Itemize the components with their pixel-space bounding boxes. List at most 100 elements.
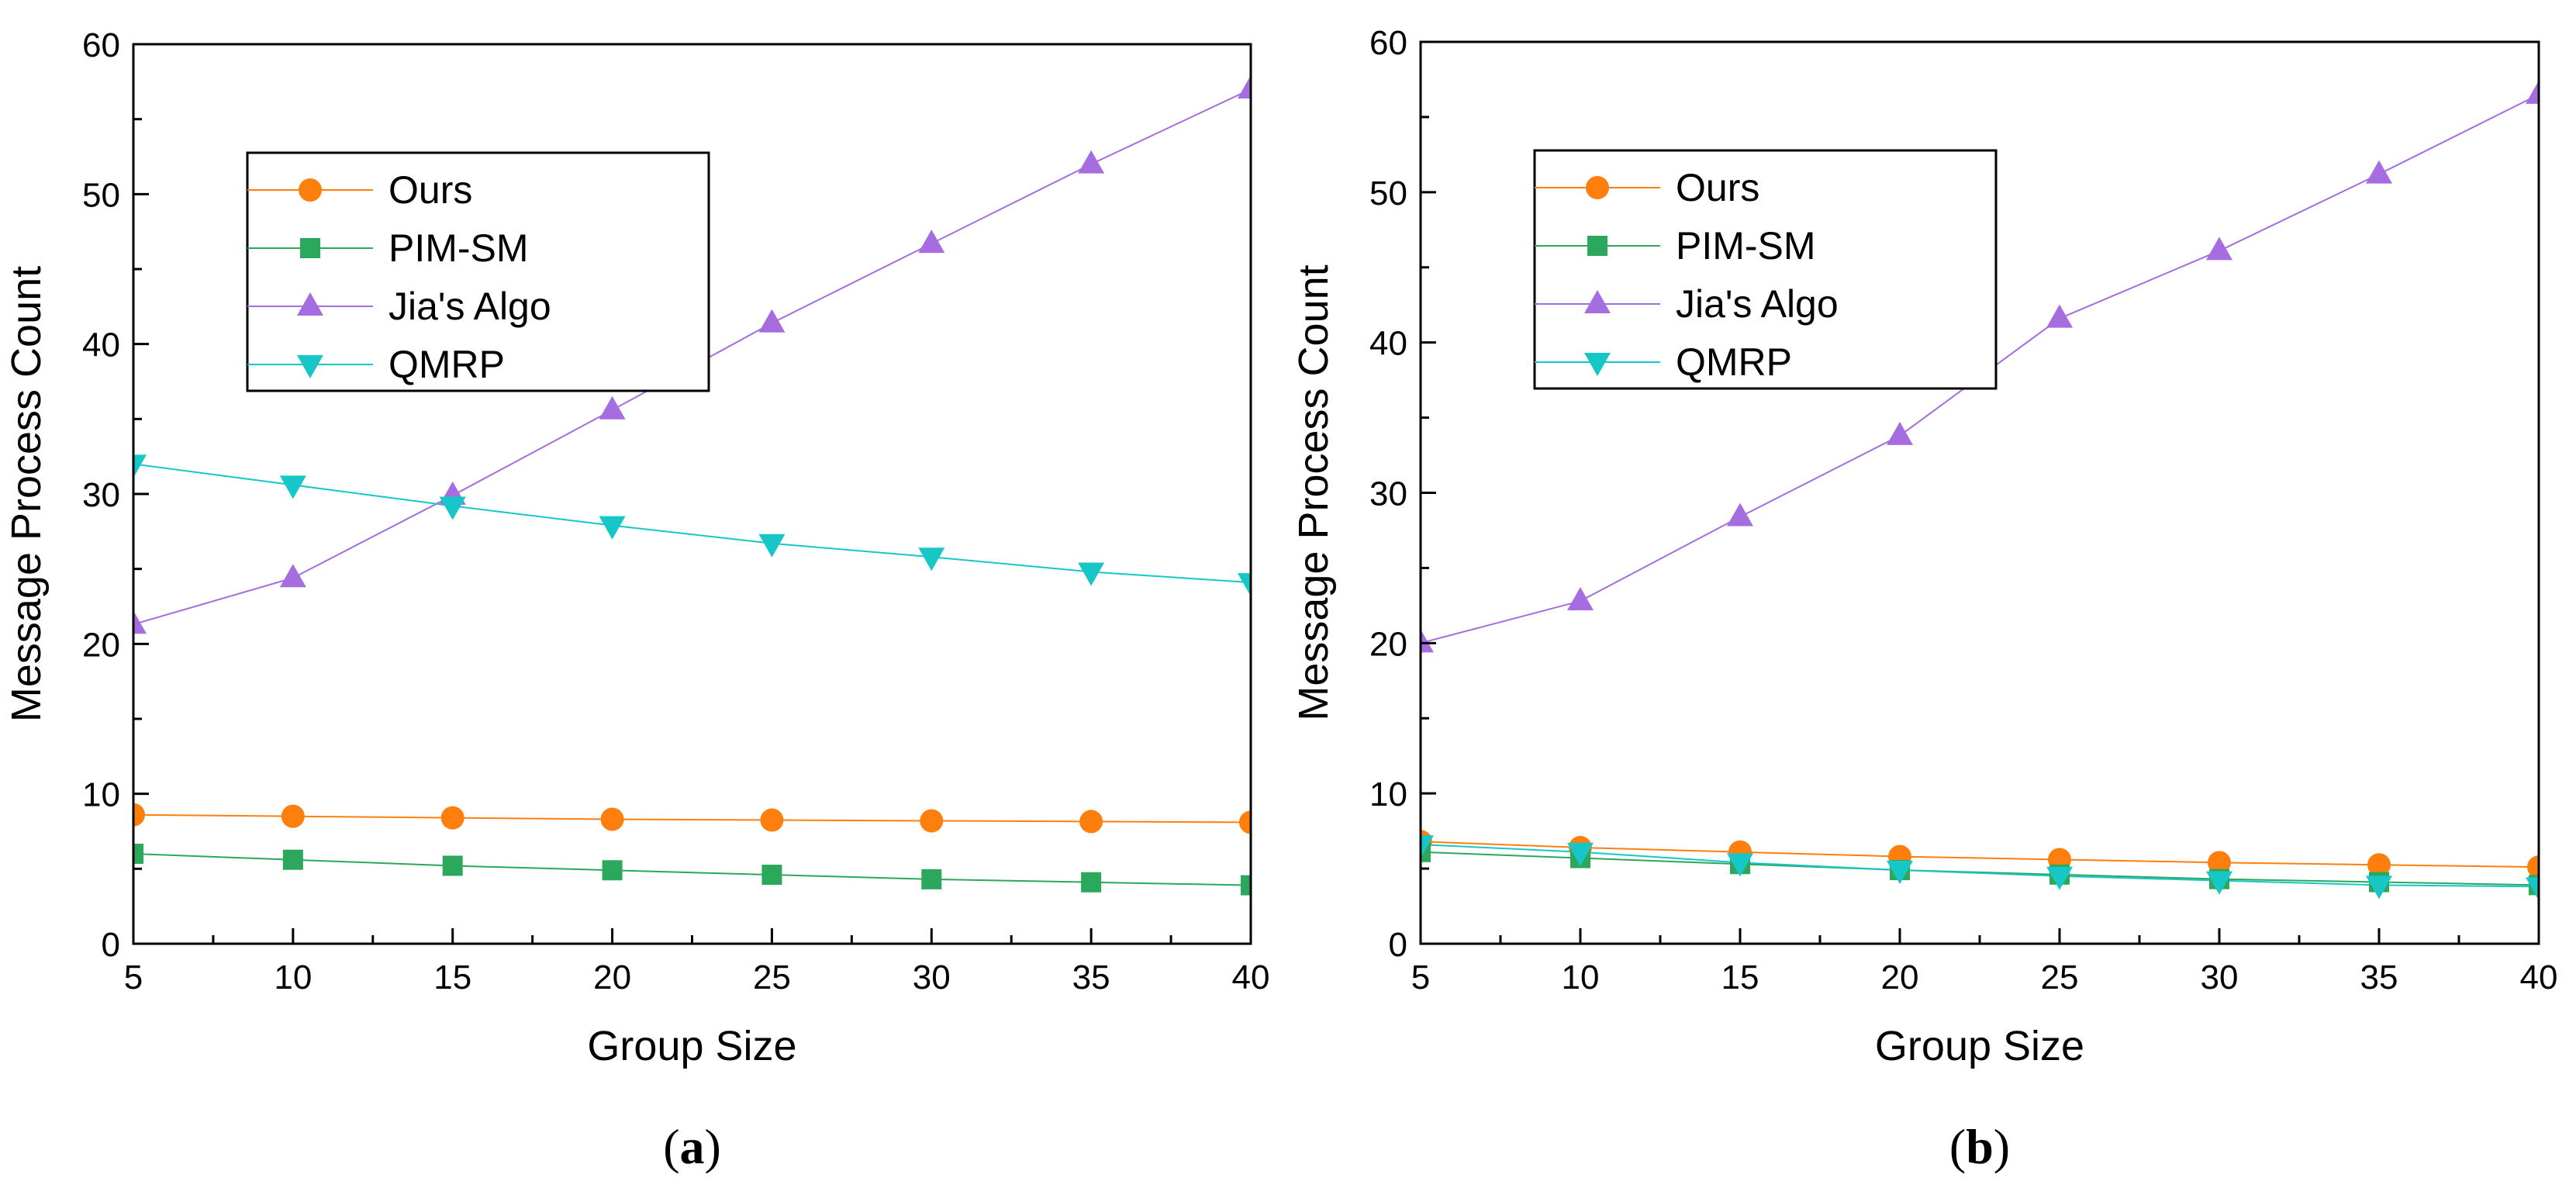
panel-a-y-tick-label-2: 20 (82, 626, 120, 664)
panel-b-point-s3-5 (2206, 871, 2232, 895)
panel-b-point-s3-7 (2526, 877, 2539, 901)
panel-a-x-tick-label-5: 30 (913, 958, 951, 996)
panel-a-legend-label-0: Ours (388, 168, 472, 212)
panel-b-legend-label-0: Ours (1676, 166, 1759, 209)
panel-b-point-s2-6 (2366, 160, 2392, 184)
panel-a-legend-marker-3 (297, 355, 323, 378)
panel-b-legend-marker-0 (1586, 176, 1609, 199)
panel-a-x-axis-label: Group Size (587, 1023, 796, 1069)
panel-a-x-tick-label-4: 25 (753, 958, 791, 996)
panel-b-point-s3-1 (1567, 842, 1594, 866)
panel-a-point-s2-4 (758, 309, 786, 333)
panel-b-x-tick-label-6: 35 (2360, 958, 2398, 996)
panel-a-y-tick-label-1: 10 (82, 776, 120, 814)
panel-b-y-tick-label-5: 50 (1369, 174, 1407, 212)
panel-a-point-s2-0 (133, 610, 147, 634)
panel-b-legend-label-3: QMRP (1676, 340, 1792, 384)
panel-a-legend: Ours PIM-SM Jia's Algo QMRP (246, 151, 710, 392)
panel-b-point-s2-3 (1887, 421, 1913, 445)
panel-a-point-s1-2 (442, 855, 463, 876)
panel-a-point-s2-3 (599, 395, 626, 420)
panel-b: 5 10 15 20 25 30 35 40 0 10 20 30 40 50 60 Group Size Me… (1290, 24, 2557, 1174)
panel-b-legend-label-1: PIM-SM (1676, 224, 1816, 268)
panel-a-point-s0-4 (760, 808, 784, 832)
panel-b-y-tick-label-4: 40 (1369, 325, 1407, 363)
panel-b-legend-box (1533, 149, 1998, 390)
panel-b-legend: Ours PIM-SM Jia's Algo QMRP (1533, 149, 1998, 390)
panel-a-point-s3-1 (279, 475, 306, 499)
panel-b-markers (1421, 80, 2539, 901)
panel-a-x-tick-label-7: 40 (1232, 958, 1270, 996)
panel-a-legend-label-1: PIM-SM (388, 226, 529, 270)
panel-a-point-s3-7 (1238, 573, 1251, 597)
panel-b-x-tick-label-5: 30 (2201, 958, 2239, 996)
panel-b-y-tick-label-2: 20 (1369, 625, 1407, 663)
panel-a-legend-label-2: Jia's Algo (388, 285, 551, 328)
panel-b-y-tick-label-3: 30 (1369, 475, 1407, 513)
panel-b-legend-marker-3 (1584, 353, 1611, 376)
panel-a-point-s0-5 (920, 809, 944, 833)
panel-a-x-tick-label-2: 15 (433, 958, 471, 996)
panel-a-legend-marker-1 (300, 238, 320, 258)
panel-a-legend-box (246, 151, 710, 392)
panel-b-point-s3-2 (1727, 853, 1753, 877)
panel-b-x-tick-label-0: 5 (1411, 958, 1430, 996)
panel-b-series-line-0 (1421, 841, 2539, 869)
panel-a-caption-label: (a) (663, 1119, 721, 1174)
panel-a-point-s3-5 (918, 547, 945, 572)
panel-a-y-tick-label-5: 50 (82, 176, 120, 214)
panel-a-point-s1-0 (133, 844, 143, 864)
panel-b-point-s2-2 (1727, 502, 1753, 527)
panel-a-series-line-1 (133, 853, 1251, 886)
panel-a-point-s3-4 (758, 534, 786, 558)
panel-b-point-s0-7 (2527, 855, 2539, 879)
panel-b-caption-letter: b (1966, 1119, 1994, 1174)
panel-a-point-s3-3 (599, 516, 626, 540)
panel-a-point-s1-4 (761, 865, 782, 886)
panel-a-point-s3-2 (439, 496, 466, 520)
panel-a-legend-marker-2 (297, 292, 323, 316)
panel-b-point-s2-0 (1421, 629, 1434, 653)
panel-a-point-s0-1 (281, 804, 305, 828)
panel-b-y-tick-label-6: 60 (1369, 24, 1407, 62)
panel-b-y-axis-label: Message Process Count (1290, 264, 1337, 720)
panel-a-y-tick-label-6: 60 (82, 26, 120, 64)
panel-a-y-tick-label-3: 30 (82, 476, 120, 514)
panel-b-point-s2-4 (2046, 304, 2073, 328)
panel-a-point-s0-7 (1239, 810, 1251, 834)
panel-b-x-tick-label-1: 10 (1562, 958, 1600, 996)
panel-b-x-axis-label: Group Size (1875, 1023, 2084, 1069)
panel-a-legend-marker-0 (299, 178, 322, 202)
panel-a-point-s0-2 (440, 806, 464, 830)
panel-a-y-axis-label: Message Process Count (3, 266, 50, 722)
panel-b-caption-label: (b) (1949, 1119, 2010, 1174)
panel-a-legend-label-3: QMRP (388, 343, 505, 386)
panel-b-legend-marker-1 (1587, 236, 1607, 256)
panel-a-point-s3-6 (1078, 562, 1105, 586)
panel-b-point-s0-6 (2367, 853, 2391, 877)
panel-a-x-tick-label-6: 35 (1072, 958, 1110, 996)
panel-a-caption-letter: a (680, 1119, 705, 1174)
panel-a-point-s2-6 (1078, 150, 1105, 174)
panel-a-x-tick-label-1: 10 (274, 958, 312, 996)
panel-a-point-s3-0 (133, 454, 147, 478)
panel-a-y-tick-label-4: 40 (82, 326, 120, 364)
panel-a-point-s0-0 (133, 803, 145, 827)
panel-a-point-s1-5 (921, 869, 942, 889)
panel-b-y-tick-label-0: 0 (1389, 926, 1407, 964)
panel-a-point-s1-3 (602, 860, 623, 881)
panel-b-x-tick-label-7: 40 (2520, 958, 2558, 996)
panel-b-legend-marker-2 (1584, 290, 1611, 313)
panel-b-point-s3-3 (1887, 861, 1913, 885)
panel-a-x-tick-label-3: 20 (593, 958, 631, 996)
panel-b-point-s3-0 (1421, 835, 1434, 859)
panel-a-series-line-3 (133, 463, 1251, 584)
panel-a-point-s2-7 (1238, 75, 1251, 98)
panel-a: 5 10 15 20 25 30 35 40 0 10 20 30 40 50 60 Group Size Me… (3, 26, 1269, 1174)
panel-b-point-s0-5 (2208, 851, 2231, 875)
panel-b-x-tick-label-3: 20 (1881, 958, 1919, 996)
panel-a-point-s0-6 (1079, 810, 1103, 834)
panel-b-y-tick-label-1: 10 (1369, 775, 1407, 813)
panel-a-point-s0-3 (600, 807, 624, 831)
